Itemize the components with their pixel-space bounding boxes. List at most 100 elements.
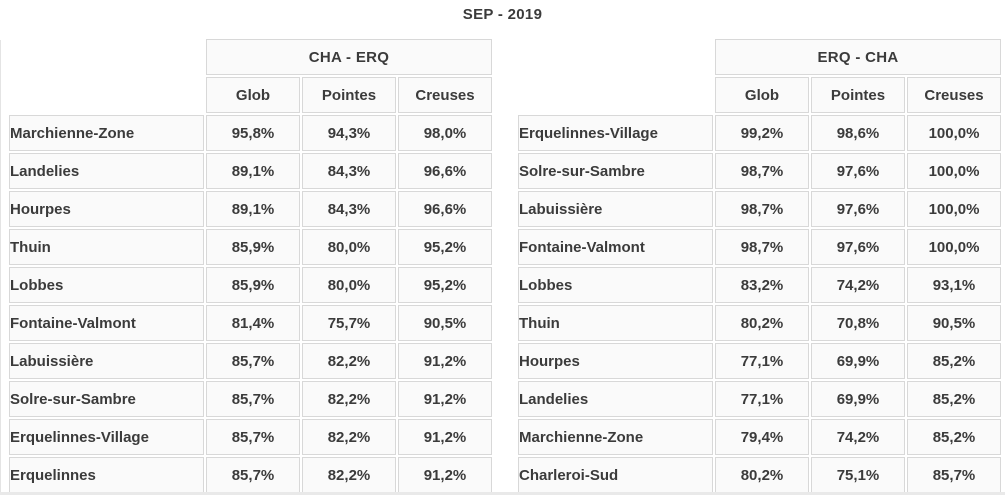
pointes-value: 84,3% bbox=[302, 191, 396, 227]
table-row: Hourpes 77,1% 69,9% 85,2% bbox=[518, 343, 1001, 379]
pointes-value: 74,2% bbox=[811, 267, 905, 303]
table-row: Marchienne-Zone 95,8% 94,3% 98,0% bbox=[9, 115, 492, 151]
pointes-value: 74,2% bbox=[811, 419, 905, 455]
station-name: Thuin bbox=[518, 305, 713, 341]
pointes-value: 97,6% bbox=[811, 191, 905, 227]
table-row: Erquelinnes-Village 99,2% 98,6% 100,0% bbox=[518, 115, 1001, 151]
glob-value: 77,1% bbox=[715, 343, 809, 379]
header-spacer bbox=[518, 39, 713, 75]
glob-value: 85,7% bbox=[206, 419, 300, 455]
station-name: Fontaine-Valmont bbox=[9, 305, 204, 341]
glob-value: 85,7% bbox=[206, 343, 300, 379]
glob-value: 80,2% bbox=[715, 305, 809, 341]
creuses-value: 100,0% bbox=[907, 153, 1001, 189]
table-title-cha-erq: CHA - ERQ bbox=[206, 39, 492, 75]
table-row: Labuissière 98,7% 97,6% 100,0% bbox=[518, 191, 1001, 227]
table-row: Thuin 80,2% 70,8% 90,5% bbox=[518, 305, 1001, 341]
glob-value: 80,2% bbox=[715, 457, 809, 493]
pointes-value: 94,3% bbox=[302, 115, 396, 151]
station-name: Solre-sur-Sambre bbox=[518, 153, 713, 189]
glob-value: 95,8% bbox=[206, 115, 300, 151]
glob-value: 89,1% bbox=[206, 191, 300, 227]
station-name: Erquelinnes-Village bbox=[518, 115, 713, 151]
creuses-value: 85,2% bbox=[907, 419, 1001, 455]
table-row: Labuissière 85,7% 82,2% 91,2% bbox=[9, 343, 492, 379]
station-name: Solre-sur-Sambre bbox=[9, 381, 204, 417]
table-row: Erquelinnes-Village 85,7% 82,2% 91,2% bbox=[9, 419, 492, 455]
creuses-value: 95,2% bbox=[398, 229, 492, 265]
glob-value: 85,9% bbox=[206, 229, 300, 265]
header-spacer bbox=[518, 77, 713, 113]
station-name: Marchienne-Zone bbox=[9, 115, 204, 151]
station-name: Erquelinnes bbox=[9, 457, 204, 493]
table-row: Solre-sur-Sambre 85,7% 82,2% 91,2% bbox=[9, 381, 492, 417]
creuses-value: 90,5% bbox=[398, 305, 492, 341]
cha-erq-table: CHA - ERQ Glob Pointes Creuses Marchienn… bbox=[7, 37, 494, 495]
station-name: Marchienne-Zone bbox=[518, 419, 713, 455]
table-header-row: ERQ - CHA bbox=[518, 39, 1001, 75]
glob-value: 89,1% bbox=[206, 153, 300, 189]
glob-value: 83,2% bbox=[715, 267, 809, 303]
glob-value: 77,1% bbox=[715, 381, 809, 417]
glob-value: 99,2% bbox=[715, 115, 809, 151]
pointes-value: 75,7% bbox=[302, 305, 396, 341]
station-name: Landelies bbox=[518, 381, 713, 417]
table-row: Fontaine-Valmont 81,4% 75,7% 90,5% bbox=[9, 305, 492, 341]
pointes-value: 97,6% bbox=[811, 153, 905, 189]
creuses-value: 96,6% bbox=[398, 153, 492, 189]
pointes-value: 80,0% bbox=[302, 267, 396, 303]
column-header-glob: Glob bbox=[206, 77, 300, 113]
pointes-value: 69,9% bbox=[811, 343, 905, 379]
station-name: Labuissière bbox=[9, 343, 204, 379]
pointes-value: 70,8% bbox=[811, 305, 905, 341]
table-row: Fontaine-Valmont 98,7% 97,6% 100,0% bbox=[518, 229, 1001, 265]
glob-value: 98,7% bbox=[715, 191, 809, 227]
creuses-value: 96,6% bbox=[398, 191, 492, 227]
table-row: Thuin 85,9% 80,0% 95,2% bbox=[9, 229, 492, 265]
table-row: Charleroi-Sud 80,2% 75,1% 85,7% bbox=[518, 457, 1001, 493]
erq-cha-table: ERQ - CHA Glob Pointes Creuses Erquelinn… bbox=[516, 37, 1003, 495]
pointes-value: 69,9% bbox=[811, 381, 905, 417]
glob-value: 98,7% bbox=[715, 153, 809, 189]
glob-value: 98,7% bbox=[715, 229, 809, 265]
station-name: Hourpes bbox=[518, 343, 713, 379]
tables-container: CHA - ERQ Glob Pointes Creuses Marchienn… bbox=[0, 37, 1005, 495]
glob-value: 85,7% bbox=[206, 457, 300, 493]
table-row: Marchienne-Zone 79,4% 74,2% 85,2% bbox=[518, 419, 1001, 455]
creuses-value: 85,2% bbox=[907, 381, 1001, 417]
table-row: Lobbes 83,2% 74,2% 93,1% bbox=[518, 267, 1001, 303]
column-header-pointes: Pointes bbox=[302, 77, 396, 113]
creuses-value: 91,2% bbox=[398, 419, 492, 455]
creuses-value: 98,0% bbox=[398, 115, 492, 151]
column-header-creuses: Creuses bbox=[398, 77, 492, 113]
glob-value: 85,7% bbox=[206, 381, 300, 417]
pointes-value: 82,2% bbox=[302, 419, 396, 455]
creuses-value: 91,2% bbox=[398, 381, 492, 417]
station-name: Lobbes bbox=[518, 267, 713, 303]
pointes-value: 82,2% bbox=[302, 381, 396, 417]
station-name: Fontaine-Valmont bbox=[518, 229, 713, 265]
pointes-value: 75,1% bbox=[811, 457, 905, 493]
station-name: Charleroi-Sud bbox=[518, 457, 713, 493]
column-header-pointes: Pointes bbox=[811, 77, 905, 113]
creuses-value: 85,7% bbox=[907, 457, 1001, 493]
creuses-value: 100,0% bbox=[907, 191, 1001, 227]
table-row: Erquelinnes 85,7% 82,2% 91,2% bbox=[9, 457, 492, 493]
pointes-value: 80,0% bbox=[302, 229, 396, 265]
creuses-value: 100,0% bbox=[907, 229, 1001, 265]
station-name: Landelies bbox=[9, 153, 204, 189]
pointes-value: 82,2% bbox=[302, 343, 396, 379]
table-title-erq-cha: ERQ - CHA bbox=[715, 39, 1001, 75]
station-name: Lobbes bbox=[9, 267, 204, 303]
creuses-value: 95,2% bbox=[398, 267, 492, 303]
creuses-value: 91,2% bbox=[398, 343, 492, 379]
table-row: Solre-sur-Sambre 98,7% 97,6% 100,0% bbox=[518, 153, 1001, 189]
station-name: Thuin bbox=[9, 229, 204, 265]
station-name: Hourpes bbox=[9, 191, 204, 227]
creuses-value: 93,1% bbox=[907, 267, 1001, 303]
glob-value: 81,4% bbox=[206, 305, 300, 341]
table-row: Landelies 77,1% 69,9% 85,2% bbox=[518, 381, 1001, 417]
glob-value: 79,4% bbox=[715, 419, 809, 455]
creuses-value: 90,5% bbox=[907, 305, 1001, 341]
